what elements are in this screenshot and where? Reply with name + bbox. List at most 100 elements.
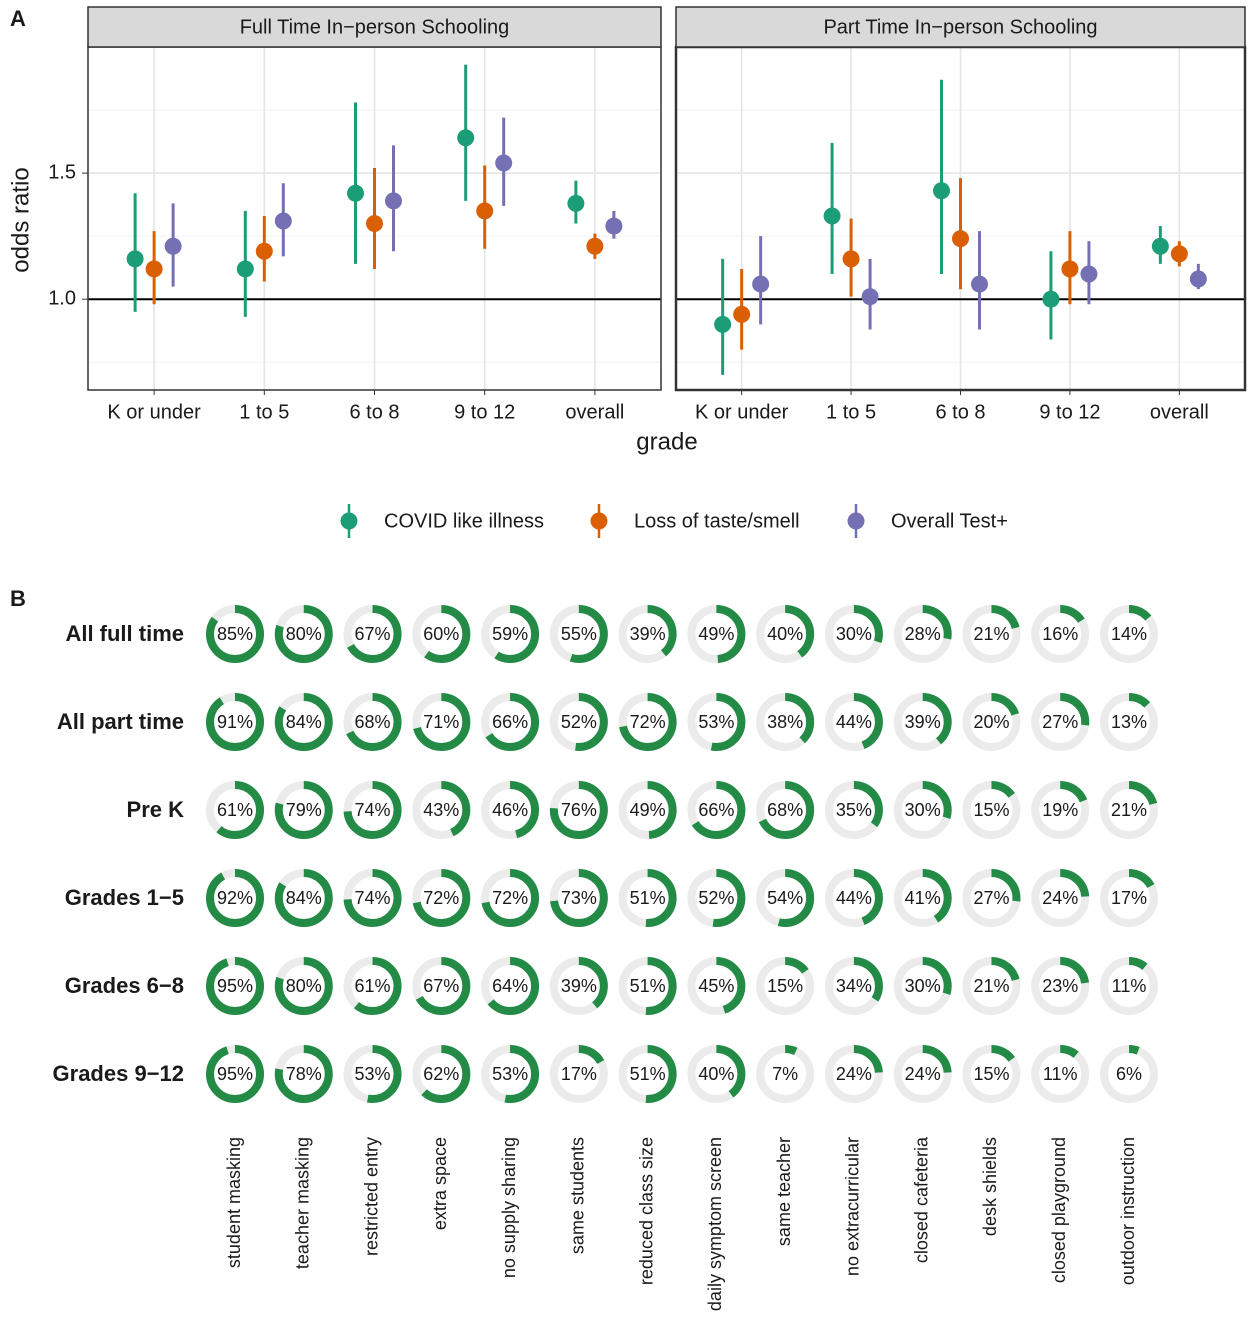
donut-arc — [618, 869, 677, 927]
value-label: 19% — [1042, 800, 1078, 820]
donut-arc — [893, 693, 952, 751]
donut-arc — [549, 957, 608, 1015]
donut-arc — [274, 869, 333, 927]
donut-arc — [756, 957, 815, 1015]
donut-arc — [274, 957, 333, 1015]
donut-arc — [412, 869, 471, 927]
value-label: 51% — [630, 976, 666, 996]
donut-arc — [893, 1045, 952, 1103]
value-label: 85% — [217, 624, 253, 644]
value-label: 39% — [561, 976, 597, 996]
value-label: 11% — [1043, 1064, 1078, 1084]
point — [274, 212, 292, 230]
donut-arc — [1031, 957, 1090, 1015]
donut-arc — [893, 605, 952, 663]
value-label: 64% — [492, 976, 528, 996]
value-label: 53% — [492, 1064, 528, 1084]
donut-arc — [824, 957, 883, 1015]
value-label: 14% — [1111, 624, 1147, 644]
point — [733, 305, 751, 323]
donut-arc — [756, 693, 815, 751]
donut-arc — [343, 957, 402, 1015]
donut-arc — [343, 605, 402, 663]
value-label: 67% — [355, 624, 391, 644]
column-label: teacher masking — [293, 1137, 313, 1269]
donut-arc — [824, 693, 883, 751]
donut-arc — [412, 693, 471, 751]
value-label: 72% — [492, 888, 528, 908]
value-label: 40% — [767, 624, 803, 644]
value-label: 34% — [836, 976, 872, 996]
value-label: 11% — [1112, 976, 1147, 996]
donut-arc — [206, 869, 264, 927]
value-label: 30% — [836, 624, 872, 644]
value-label: 13% — [1111, 712, 1147, 732]
donut-arc — [206, 957, 264, 1015]
donut-arc — [549, 781, 608, 839]
value-label: 39% — [630, 624, 666, 644]
column-label: closed playground — [1049, 1137, 1069, 1283]
donut-arc — [481, 781, 540, 839]
x-tick-label: 1 to 5 — [826, 401, 876, 423]
donut-arc — [206, 781, 264, 839]
point — [476, 202, 494, 220]
donut-arc — [412, 957, 471, 1015]
panel-label: B — [10, 586, 26, 611]
value-label: 40% — [698, 1064, 734, 1084]
donut-arc — [893, 957, 952, 1015]
donut-arc — [1031, 1045, 1090, 1103]
y-tick-label: 1.0 — [48, 287, 76, 309]
x-tick-label: 9 to 12 — [454, 401, 515, 423]
donut-arc — [893, 869, 952, 927]
donut-arc — [756, 605, 815, 663]
donut-arc — [343, 869, 402, 927]
donut-arc — [343, 693, 402, 751]
donut-arc — [1031, 781, 1090, 839]
donut-arc — [962, 605, 1021, 663]
donut-arc — [687, 605, 746, 663]
point — [823, 207, 841, 225]
donut-arc — [274, 605, 333, 663]
column-label: same students — [568, 1137, 588, 1254]
row-label: All part time — [57, 709, 184, 734]
donut-arc — [824, 781, 883, 839]
value-label: 62% — [423, 1064, 459, 1084]
donut-arc — [206, 1045, 264, 1103]
point — [933, 182, 950, 200]
donut-arc — [687, 957, 746, 1015]
donut-arc — [1031, 869, 1090, 927]
value-label: 38% — [767, 712, 803, 732]
value-label: 53% — [355, 1064, 391, 1084]
column-label: student masking — [224, 1137, 244, 1268]
value-label: 30% — [905, 800, 941, 820]
value-label: 16% — [1042, 624, 1078, 644]
value-label: 43% — [423, 800, 459, 820]
column-label: extra space — [430, 1137, 450, 1230]
value-label: 78% — [286, 1064, 322, 1084]
point — [366, 215, 383, 233]
value-label: 71% — [423, 712, 459, 732]
value-label: 52% — [698, 888, 734, 908]
value-label: 95% — [217, 1064, 253, 1084]
point — [1189, 270, 1207, 288]
donut-arc — [687, 869, 746, 927]
donut-arc — [618, 781, 677, 839]
donut-arc — [206, 693, 264, 751]
row-label: Pre K — [127, 797, 185, 822]
point — [164, 237, 182, 255]
value-label: 6% — [1116, 1064, 1142, 1084]
donut-arc — [1100, 781, 1159, 839]
point — [714, 315, 732, 333]
column-label: restricted entry — [361, 1137, 381, 1256]
value-label: 49% — [698, 624, 734, 644]
value-label: 54% — [767, 888, 803, 908]
donut-arc — [343, 781, 402, 839]
value-label: 61% — [355, 976, 391, 996]
donut-arc — [618, 1045, 677, 1103]
point — [605, 217, 623, 235]
point — [971, 275, 988, 293]
value-label: 39% — [905, 712, 941, 732]
legend-key — [590, 512, 608, 530]
